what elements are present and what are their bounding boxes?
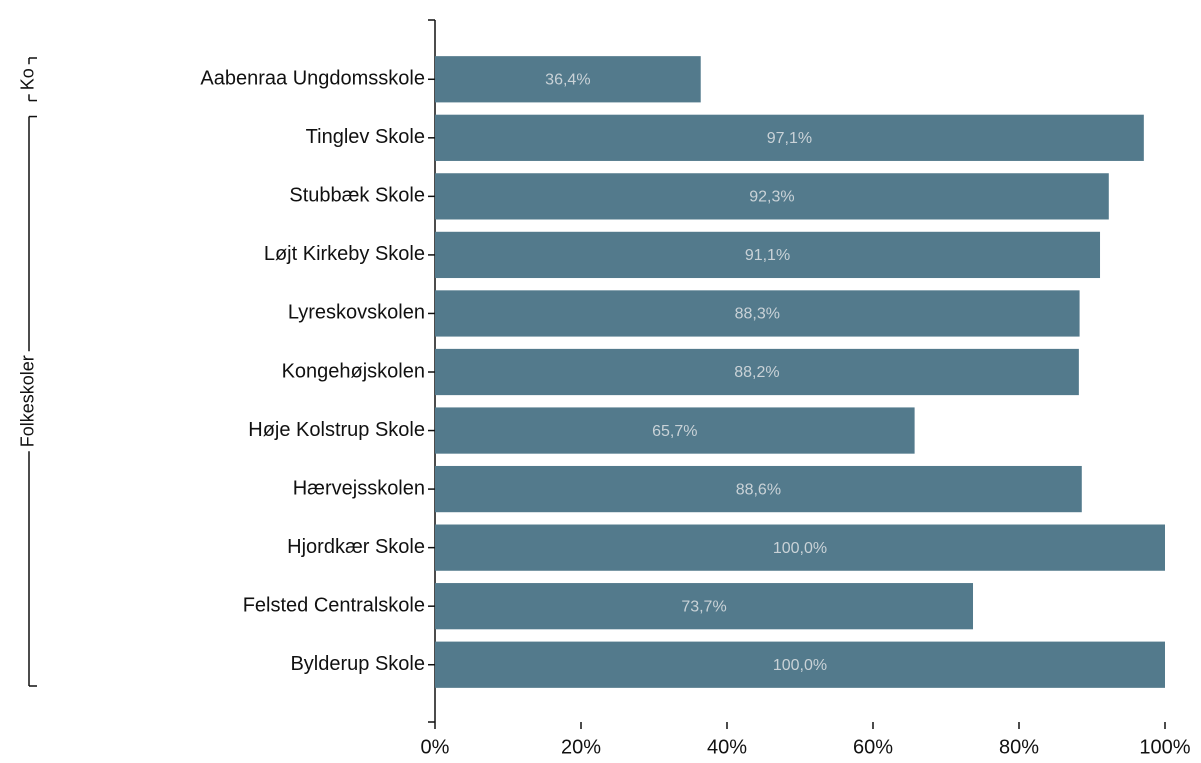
bar bbox=[435, 348, 1079, 396]
bar bbox=[435, 524, 1165, 571]
value-label: 91,1% bbox=[745, 247, 790, 264]
bar bbox=[435, 173, 1109, 220]
bar bbox=[435, 641, 1165, 688]
y-tick-label: Lyreskovskolen bbox=[288, 302, 425, 324]
group-label: Ko bbox=[18, 68, 38, 90]
bar bbox=[435, 56, 701, 103]
value-label: 100,0% bbox=[773, 540, 827, 557]
x-tick-label: 40% bbox=[707, 736, 747, 758]
x-tick-label: 20% bbox=[561, 736, 601, 758]
y-tick-label: Høje Kolstrup Skole bbox=[248, 419, 425, 441]
x-tick-label: 80% bbox=[999, 736, 1039, 758]
y-tick-label: Hjordkær Skole bbox=[287, 536, 425, 558]
bar bbox=[435, 583, 974, 630]
bar bbox=[435, 407, 915, 454]
value-label: 88,6% bbox=[736, 481, 781, 498]
x-tick-label: 60% bbox=[853, 736, 893, 758]
value-label: 97,1% bbox=[767, 130, 812, 147]
bar bbox=[435, 231, 1101, 279]
y-tick-label: Stubbæk Skole bbox=[289, 185, 425, 207]
value-label: 100,0% bbox=[773, 657, 827, 674]
bar bbox=[435, 114, 1144, 161]
y-tick-label: Kongehøjskolen bbox=[282, 360, 425, 382]
y-tick-label: Aabenraa Ungdomsskole bbox=[200, 68, 425, 90]
value-label: 92,3% bbox=[749, 189, 794, 206]
y-tick-label: Bylderup Skole bbox=[290, 653, 425, 675]
value-label: 36,4% bbox=[545, 71, 590, 88]
y-tick-label: Felsted Centralskole bbox=[243, 594, 425, 616]
group-label: Folkeskoler bbox=[18, 355, 38, 447]
y-tick-label: Hærvejsskolen bbox=[293, 477, 425, 499]
bar bbox=[435, 465, 1082, 513]
value-label: 73,7% bbox=[681, 598, 726, 615]
value-label: 65,7% bbox=[652, 423, 697, 440]
y-tick-label: Løjt Kirkeby Skole bbox=[264, 243, 425, 265]
x-tick-label: 0% bbox=[421, 736, 450, 758]
y-tick-label: Tinglev Skole bbox=[306, 126, 425, 148]
value-label: 88,2% bbox=[734, 364, 779, 381]
value-label: 88,3% bbox=[735, 306, 780, 323]
bar bbox=[435, 290, 1080, 337]
x-tick-label: 100% bbox=[1139, 736, 1190, 758]
